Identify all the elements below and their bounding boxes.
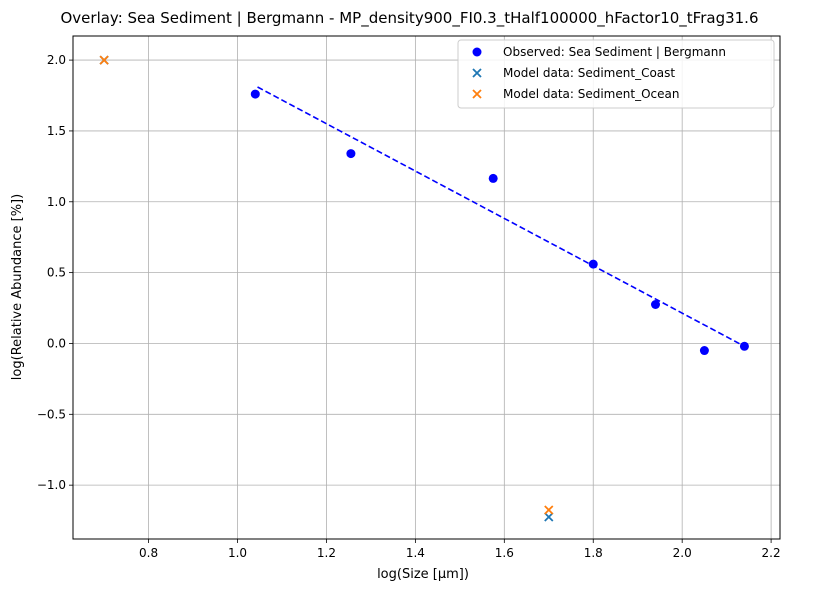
model-point xyxy=(99,55,109,65)
x-tick-label: 2.0 xyxy=(673,546,692,560)
x-tick-label: 1.4 xyxy=(406,546,425,560)
axis-ticks: 0.8 1.0 1.2 1.4 1.6 1.8 2.0 2.2 −1.0 −0.5 0.0 0.5 1.… xyxy=(37,53,781,560)
legend-marker xyxy=(472,68,482,78)
legend-entry: Model data: Sediment_Ocean xyxy=(503,87,679,101)
legend-entry: Model data: Sediment_Coast xyxy=(503,66,675,80)
observed-point xyxy=(250,89,260,99)
plot-frame xyxy=(72,35,781,540)
y-tick-label: −1.0 xyxy=(37,478,66,492)
x-axis-label: log(Size [µm]) xyxy=(377,567,469,582)
observed-point xyxy=(699,346,709,356)
x-tick-label: 2.2 xyxy=(762,546,781,560)
observed-point xyxy=(588,259,598,269)
legend-box xyxy=(457,39,775,109)
grid xyxy=(73,36,780,539)
observed-point xyxy=(650,300,660,310)
x-tick-label: 1.8 xyxy=(584,546,603,560)
y-tick-label: 0.5 xyxy=(47,266,66,280)
y-tick-label: 2.0 xyxy=(47,53,66,67)
fit-line xyxy=(257,86,745,348)
legend: Observed: Sea Sediment | Bergmann Model d… xyxy=(457,39,775,109)
observed-point xyxy=(739,341,749,351)
observed-point xyxy=(488,173,498,183)
x-tick-label: 1.0 xyxy=(228,546,247,560)
model-point xyxy=(544,512,554,522)
legend-entry: Observed: Sea Sediment | Bergmann xyxy=(503,45,726,59)
chart-title: Overlay: Sea Sediment | Bergmann - MP_de… xyxy=(60,9,758,28)
y-tick-label: 1.0 xyxy=(47,195,66,209)
data-marks xyxy=(99,55,749,522)
model-point xyxy=(544,505,554,515)
legend-marker xyxy=(472,47,482,57)
y-axis-label: log(Relative Abundance [%]) xyxy=(10,194,25,380)
y-tick-label: 0.0 xyxy=(47,336,66,350)
x-tick-label: 1.6 xyxy=(495,546,514,560)
x-tick-label: 1.2 xyxy=(317,546,336,560)
observed-point xyxy=(346,149,356,159)
x-tick-label: 0.8 xyxy=(139,546,158,560)
y-tick-label: −0.5 xyxy=(37,407,66,421)
legend-marker xyxy=(472,89,482,99)
y-tick-label: 1.5 xyxy=(47,124,66,138)
fit-line-path xyxy=(257,86,745,348)
